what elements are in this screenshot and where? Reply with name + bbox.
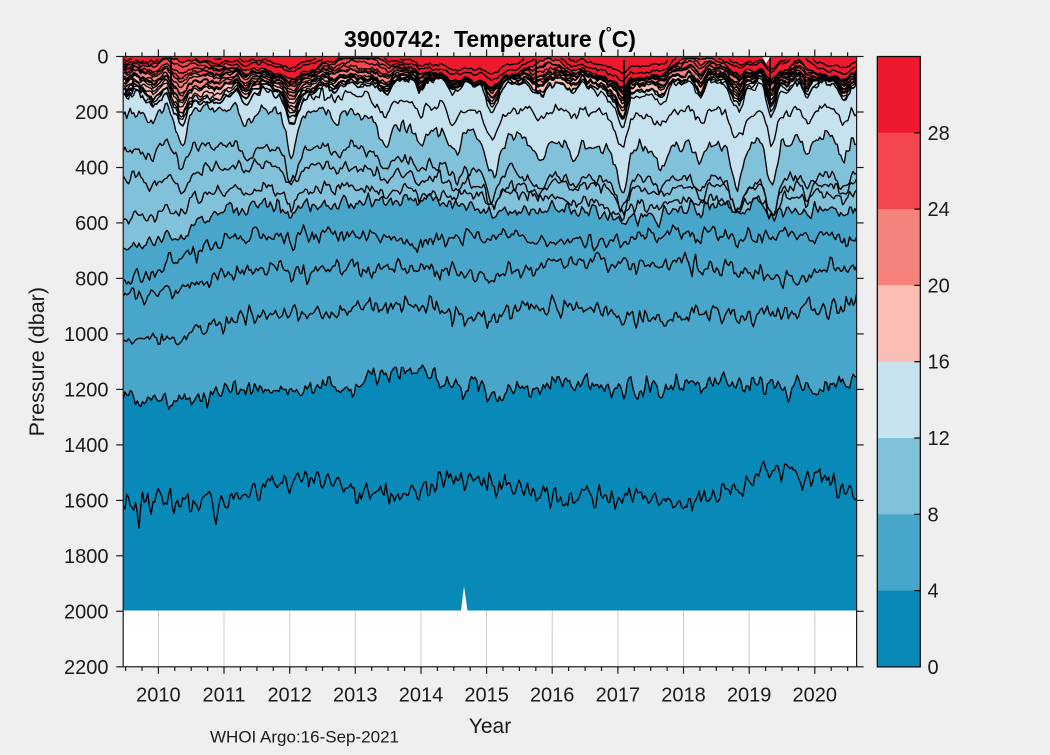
svg-text:Year: Year <box>469 715 511 738</box>
svg-text:3900742: Temperature (°C): 3900742: Temperature (°C) <box>344 25 636 53</box>
svg-text:200: 200 <box>75 102 108 124</box>
svg-text:1800: 1800 <box>64 546 109 568</box>
svg-text:2017: 2017 <box>596 685 641 707</box>
svg-text:16: 16 <box>928 352 950 374</box>
svg-text:1000: 1000 <box>64 324 109 346</box>
svg-text:2200: 2200 <box>64 657 109 679</box>
svg-text:28: 28 <box>928 123 950 145</box>
svg-text:0: 0 <box>97 47 108 69</box>
svg-text:WHOI Argo:16-Sep-2021: WHOI Argo:16-Sep-2021 <box>210 728 399 747</box>
svg-text:2014: 2014 <box>399 685 444 707</box>
svg-text:800: 800 <box>75 268 108 290</box>
svg-text:0: 0 <box>928 657 939 679</box>
svg-text:1200: 1200 <box>64 379 109 401</box>
svg-text:2018: 2018 <box>661 685 706 707</box>
svg-text:2020: 2020 <box>793 685 838 707</box>
svg-text:2011: 2011 <box>202 685 245 707</box>
svg-text:2000: 2000 <box>64 601 109 623</box>
svg-text:400: 400 <box>75 158 108 180</box>
svg-text:24: 24 <box>928 199 950 221</box>
svg-text:1600: 1600 <box>64 490 109 512</box>
svg-text:Pressure (dbar): Pressure (dbar) <box>25 287 49 436</box>
svg-text:8: 8 <box>928 504 939 526</box>
svg-text:12: 12 <box>928 428 950 450</box>
svg-text:600: 600 <box>75 213 108 235</box>
svg-text:2019: 2019 <box>727 685 772 707</box>
svg-text:20: 20 <box>928 275 950 297</box>
svg-text:2015: 2015 <box>464 685 509 707</box>
svg-text:2010: 2010 <box>136 685 181 707</box>
svg-text:4: 4 <box>928 581 939 603</box>
svg-text:2012: 2012 <box>267 685 312 707</box>
svg-text:2016: 2016 <box>530 685 575 707</box>
svg-text:1400: 1400 <box>64 435 109 457</box>
svg-text:2013: 2013 <box>333 685 378 707</box>
